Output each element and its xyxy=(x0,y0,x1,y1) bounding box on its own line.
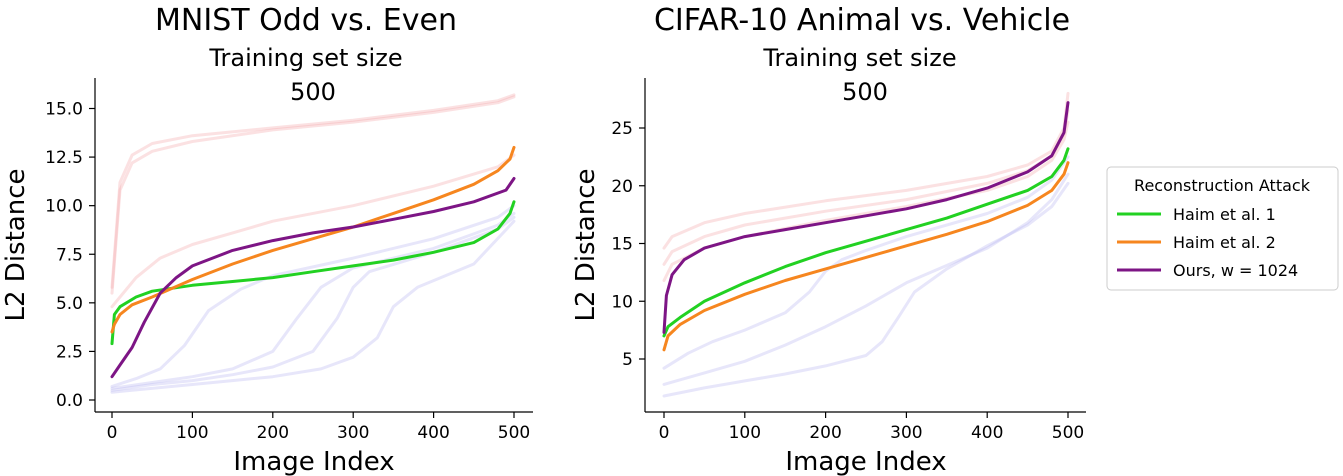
legend-title: Reconstruction Attack xyxy=(1134,176,1311,195)
cifar-series-faded-blue-1 xyxy=(662,155,1070,370)
cifar-panel: CIFAR-10 Animal vs. Vehicle Training set… xyxy=(571,3,1086,476)
cifar-series-faded-blue-2 xyxy=(662,172,1070,386)
mnist-panel: MNIST Odd vs. Even Training set size 500… xyxy=(1,3,533,476)
cifar-subtitle: Training set size xyxy=(762,44,956,72)
cifar-ytick-label: 20 xyxy=(611,177,633,197)
mnist-title: MNIST Odd vs. Even xyxy=(155,3,457,38)
mnist-series-faded-blue-4 xyxy=(110,219,516,394)
mnist-subtitle-value: 500 xyxy=(290,78,336,106)
cifar-series-faded-pink-1 xyxy=(662,91,1070,250)
cifar-xlabel: Image Index xyxy=(785,447,946,476)
cifar-ytick-label: 10 xyxy=(611,292,633,312)
mnist-ytick-label: 12.5 xyxy=(45,148,83,168)
legend-label-haim-et-al-1: Haim et al. 1 xyxy=(1173,205,1276,224)
mnist-xtick-label: 500 xyxy=(498,423,530,443)
mnist-series-ours-w-1024 xyxy=(110,177,516,379)
mnist-ticks: 0 100 200 300 400 500 0.0 2.5 5.0 7.5 10.0 12.5 15.0 xyxy=(45,100,530,444)
mnist-series-faded-blue-3 xyxy=(110,215,516,392)
legend-items: Haim et al. 1 Haim et al. 2 Ours, w = 1024 xyxy=(1117,205,1298,280)
mnist-xtick-label: 200 xyxy=(257,423,289,443)
mnist-series-faded-blue-2 xyxy=(110,211,516,390)
cifar-ytick-label: 15 xyxy=(611,235,633,255)
mnist-series-haim-et-al-1 xyxy=(110,200,516,346)
cifar-ytick-label: 25 xyxy=(611,119,633,139)
mnist-series-faded-pink-3 xyxy=(110,153,516,309)
mnist-ylabel: L2 Distance xyxy=(1,169,31,322)
mnist-xlabel: Image Index xyxy=(233,447,394,476)
mnist-subtitle: Training set size xyxy=(208,44,402,72)
mnist-ytick-label: 10.0 xyxy=(45,197,83,217)
cifar-series-ours-w-1024 xyxy=(662,101,1070,334)
legend-box xyxy=(1106,166,1339,291)
mnist-series-faded-blue-1 xyxy=(110,204,516,388)
mnist-xtick-label: 0 xyxy=(107,423,118,443)
cifar-subtitle-value: 500 xyxy=(842,78,888,106)
cifar-xtick-label: 100 xyxy=(729,423,761,443)
mnist-ytick-label: 2.5 xyxy=(56,342,83,362)
cifar-ytick-label: 5 xyxy=(622,350,633,370)
legend-label-haim-et-al-2: Haim et al. 2 xyxy=(1173,233,1276,252)
mnist-ytick-label: 0.0 xyxy=(56,391,83,411)
cifar-ticks: 0 100 200 300 400 500 5 10 15 20 25 xyxy=(611,119,1084,443)
mnist-ytick-label: 5.0 xyxy=(56,294,83,314)
legend: Reconstruction Attack Haim et al. 1Haim … xyxy=(1106,166,1339,291)
cifar-xtick-label: 300 xyxy=(890,423,922,443)
cifar-ylabel: L2 Distance xyxy=(571,169,601,322)
mnist-xtick-label: 300 xyxy=(337,423,369,443)
mnist-series-faded-pink-2 xyxy=(110,93,516,289)
cifar-xtick-label: 0 xyxy=(659,423,670,443)
mnist-ytick-label: 7.5 xyxy=(56,245,83,265)
cifar-xtick-label: 400 xyxy=(971,423,1003,443)
cifar-series-haim-et-al-2 xyxy=(662,161,1070,352)
cifar-series-haim-et-al-1 xyxy=(662,147,1070,338)
mnist-ytick-label: 15.0 xyxy=(45,100,83,120)
legend-label-ours-w-1024: Ours, w = 1024 xyxy=(1173,261,1298,280)
mnist-xtick-label: 400 xyxy=(417,423,449,443)
mnist-series-faded-pink-1 xyxy=(110,95,516,295)
cifar-series-faded-blue-3 xyxy=(662,181,1070,398)
mnist-series-haim-et-al-2 xyxy=(110,145,516,334)
cifar-xtick-label: 500 xyxy=(1052,423,1084,443)
cifar-series-group xyxy=(662,91,1070,398)
cifar-xtick-label: 200 xyxy=(809,423,841,443)
mnist-series-group xyxy=(110,93,516,394)
mnist-xtick-label: 100 xyxy=(176,423,208,443)
cifar-title: CIFAR-10 Animal vs. Vehicle xyxy=(654,3,1070,38)
